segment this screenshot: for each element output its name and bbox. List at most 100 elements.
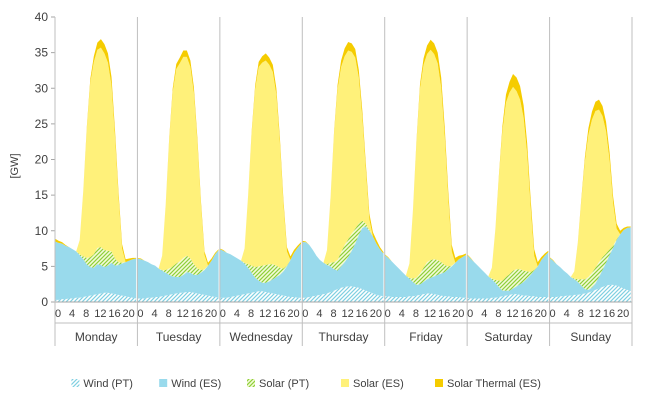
x-hour-tick-label: 16 <box>356 308 368 320</box>
x-hour-tick-label: 12 <box>589 308 601 320</box>
x-hour-tick-label: 20 <box>370 308 382 320</box>
x-hour-tick-label: 16 <box>108 308 120 320</box>
legend-label-solar-es: Solar (ES) <box>353 378 404 390</box>
area-wind-es-friday <box>384 254 466 298</box>
legend: Wind (PT) Wind (ES) Solar (PT) Solar (ES) So… <box>71 378 541 390</box>
area-wind-pt-friday <box>384 293 466 302</box>
area-solar-es-wednesday <box>219 60 302 269</box>
area-wind-es-tuesday <box>137 249 219 299</box>
x-hour-tick-label: 16 <box>273 308 285 320</box>
y-tick-label: 10 <box>35 224 49 238</box>
area-wind-pt-sunday <box>549 284 631 302</box>
area-solar-pt-monday <box>55 241 137 268</box>
y-tick-label: 5 <box>41 259 48 273</box>
area-wind-pt-thursday <box>302 286 384 302</box>
x-hour-tick-label: 8 <box>578 308 584 320</box>
x-hour-tick-label: 8 <box>248 308 254 320</box>
x-hour-tick-label: 8 <box>495 308 501 320</box>
legend-swatch-wind-es <box>159 379 168 387</box>
x-hour-tick-label: 12 <box>424 308 436 320</box>
legend-label-solar-thermal-es: Solar Thermal (ES) <box>447 378 541 390</box>
day-label-monday: Monday <box>75 330 118 344</box>
y-tick-label: 20 <box>35 153 49 167</box>
x-hour-tick-label: 0 <box>302 308 308 320</box>
x-hour-tick-label: 0 <box>467 308 473 320</box>
x-hour-tick-label: 4 <box>399 308 405 320</box>
x-hour-tick-label: 20 <box>287 308 299 320</box>
x-hour-tick-label: 4 <box>481 308 487 320</box>
area-solar-es-monday <box>55 47 137 263</box>
day-label-thursday: Thursday <box>318 330 368 344</box>
y-tick-label: 25 <box>35 117 49 131</box>
area-solar-pt-friday <box>384 254 466 285</box>
day-label-sunday: Sunday <box>570 330 611 344</box>
x-hour-tick-label: 0 <box>385 308 391 320</box>
area-solar-es-tuesday <box>137 56 219 270</box>
y-tick-label: 40 <box>35 10 49 24</box>
area-solar-pt-tuesday <box>137 249 219 278</box>
x-hour-tick-label: 0 <box>550 308 556 320</box>
area-solar-es-friday <box>384 49 466 279</box>
x-hour-tick-label: 20 <box>535 308 547 320</box>
x-hour-tick-label: 4 <box>234 308 240 320</box>
x-hour-tick-label: 0 <box>137 308 143 320</box>
area-wind-pt-saturday <box>467 294 549 302</box>
x-hour-tick-label: 20 <box>122 308 134 320</box>
x-hour-tick-label: 0 <box>220 308 226 320</box>
y-tick-label: 30 <box>35 81 49 95</box>
area-solar-pt-thursday <box>302 220 384 271</box>
x-hour-tick-label: 4 <box>151 308 157 320</box>
y-axis-label: [GW] <box>9 153 21 178</box>
area-wind-pt-monday <box>55 292 137 302</box>
area-solar-es-saturday <box>467 86 549 281</box>
legend-swatch-solar-pt <box>247 379 255 387</box>
y-tick-label: 15 <box>35 188 49 202</box>
x-hour-tick-label: 0 <box>55 308 61 320</box>
area-wind-pt-wednesday <box>219 291 302 302</box>
x-hour-tick-label: 8 <box>330 308 336 320</box>
x-hour-tick-label: 8 <box>83 308 89 320</box>
day-label-tuesday: Tuesday <box>156 330 202 344</box>
x-hour-tick-label: 12 <box>342 308 354 320</box>
area-solar-pt-sunday <box>549 227 631 290</box>
day-label-saturday: Saturday <box>484 330 532 344</box>
x-hour-tick-label: 20 <box>617 308 629 320</box>
x-hour-tick-label: 4 <box>316 308 322 320</box>
area-wind-pt-tuesday <box>137 292 219 302</box>
x-hour-tick-label: 16 <box>191 308 203 320</box>
area-solar-pt-saturday <box>467 252 549 291</box>
area-solar-es-thursday <box>302 50 384 265</box>
area-wind-es-wednesday <box>219 243 302 298</box>
area-wind-es-thursday <box>302 226 384 298</box>
x-hour-tick-label: 16 <box>603 308 615 320</box>
x-hour-tick-label: 20 <box>205 308 217 320</box>
legend-swatch-wind-pt <box>71 379 80 387</box>
area-wind-es-saturday <box>467 252 549 299</box>
area-solar-thermal-es-thursday <box>302 41 384 263</box>
legend-label-solar-pt: Solar (PT) <box>259 378 309 390</box>
legend-swatch-solar-thermal-es <box>435 379 443 387</box>
area-solar-es-sunday <box>549 109 631 280</box>
area-solar-pt-wednesday <box>219 243 302 283</box>
x-hour-tick-label: 4 <box>564 308 570 320</box>
x-hour-tick-label: 8 <box>166 308 172 320</box>
day-label-wednesday: Wednesday <box>229 330 292 344</box>
area-wind-es-monday <box>55 241 137 300</box>
legend-label-wind-pt: Wind (PT) <box>83 378 132 390</box>
y-tick-label: 35 <box>35 46 49 60</box>
x-hour-tick-label: 12 <box>259 308 271 320</box>
x-hour-tick-label: 12 <box>94 308 106 320</box>
x-hour-tick-label: 20 <box>452 308 464 320</box>
legend-swatch-solar-es <box>341 379 349 387</box>
day-label-friday: Friday <box>409 330 442 344</box>
x-hour-tick-label: 16 <box>438 308 450 320</box>
x-hour-tick-label: 12 <box>177 308 189 320</box>
x-hour-tick-label: 16 <box>520 308 532 320</box>
area-wind-es-sunday <box>549 227 631 298</box>
x-hour-tick-label: 12 <box>506 308 518 320</box>
y-tick-label: 0 <box>41 295 48 309</box>
x-hour-tick-label: 8 <box>413 308 419 320</box>
